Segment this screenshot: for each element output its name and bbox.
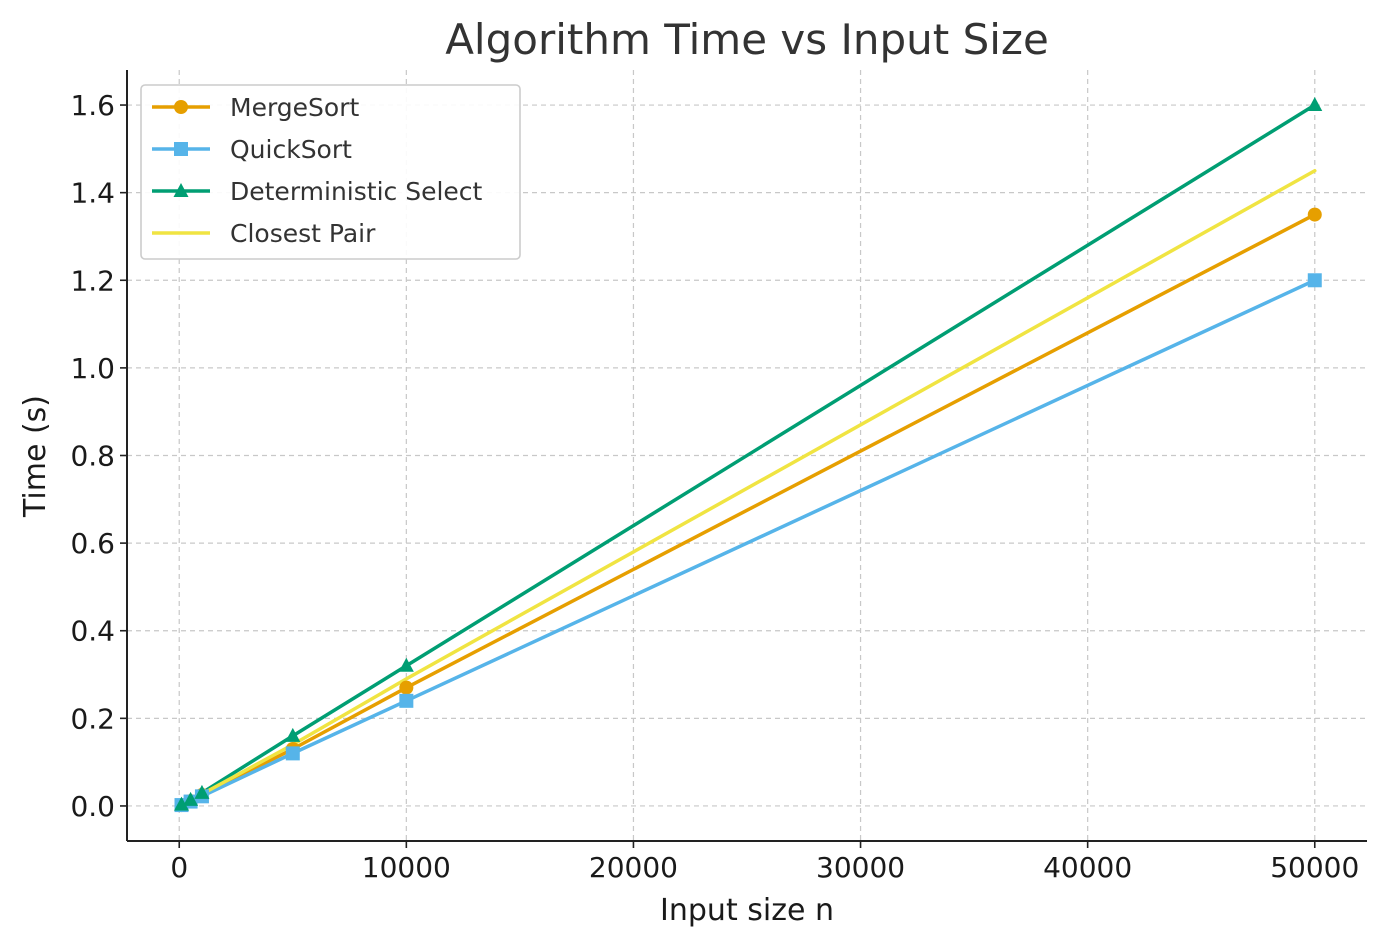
ticks: 0 10000 20000 30000 40000 50000 0.0 0.2 0.4 0.6 0.… [70, 89, 1359, 884]
legend-marker-quicksort [174, 142, 188, 156]
series-line-mergesort [179, 212, 1317, 807]
x-axis-label: Input size n [660, 893, 834, 928]
legend-label-closest-pair: Closest Pair [230, 219, 376, 248]
x-tick-label: 40000 [1043, 851, 1132, 884]
legend-label-mergesort: MergeSort [230, 93, 359, 122]
y-tick-label: 1.0 [70, 352, 115, 385]
data-point-mergesort [1307, 207, 1322, 222]
x-tick-label: 20000 [589, 851, 678, 884]
data-point-quicksort [285, 746, 300, 761]
y-tick-label: 0.0 [70, 790, 115, 823]
data-point-deterministic-select [174, 796, 190, 811]
data-point-mergesort [399, 680, 414, 695]
x-tick-label: 30000 [816, 851, 905, 884]
legend: MergeSort QuickSort Deterministic Select Cl… [140, 84, 521, 260]
y-tick-label: 0.4 [70, 615, 115, 648]
series-line-closest-pair [179, 169, 1317, 807]
data-point-quicksort [399, 693, 414, 708]
x-tick-label: 0 [170, 851, 188, 884]
y-tick-label: 1.6 [70, 89, 115, 122]
series-markers [174, 97, 1323, 813]
y-tick-label: 1.4 [70, 177, 115, 210]
legend-marker-deterministic-select [173, 183, 189, 197]
x-tick-label: 50000 [1270, 851, 1359, 884]
legend-label-deterministic-select: Deterministic Select [230, 177, 483, 206]
legend-label-quicksort: QuickSort [230, 135, 352, 164]
y-tick-label: 0.6 [70, 527, 115, 560]
data-point-quicksort [1307, 273, 1322, 288]
legend-box [140, 84, 521, 260]
data-point-deterministic-select [183, 791, 199, 806]
data-point-deterministic-select [398, 657, 414, 672]
x-tick-label: 10000 [362, 851, 451, 884]
data-point-deterministic-select [1307, 97, 1323, 112]
data-point-deterministic-select [194, 784, 210, 799]
y-tick-label: 1.2 [70, 264, 115, 297]
data-point-deterministic-select [285, 727, 301, 742]
y-tick-label: 0.2 [70, 702, 115, 735]
chart-title: Algorithm Time vs Input Size [445, 15, 1049, 64]
y-axis-label: Time (s) [18, 395, 53, 518]
y-tick-label: 0.8 [70, 440, 115, 473]
legend-marker-mergesort [174, 100, 188, 114]
